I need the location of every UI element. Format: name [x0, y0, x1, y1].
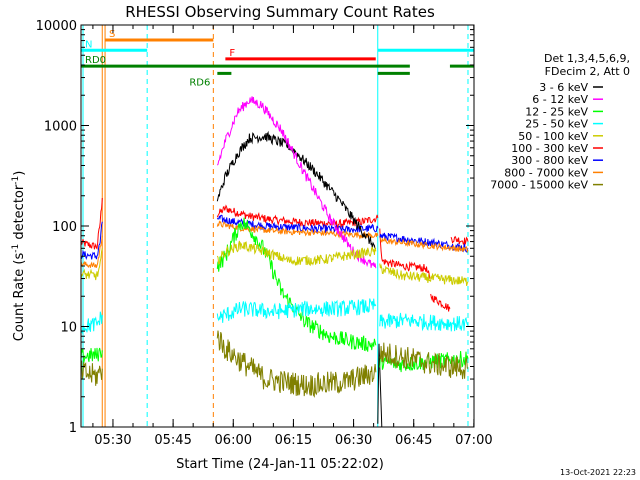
- y-axis-label-exponent-2: -1: [11, 176, 21, 185]
- y-tick-label: 10: [60, 321, 77, 336]
- series-2-segment-3: [379, 232, 469, 253]
- axes: 1 10 100 1000 10000 05:30 05:45 06:00 06:15 06:30…: [36, 19, 493, 448]
- y-axis-label-middle: detector: [12, 184, 27, 244]
- series-6-segment-1: [81, 347, 103, 364]
- y-tick-label: 100: [52, 220, 77, 235]
- flag-label-f: F: [229, 48, 235, 59]
- series-5-segment-1: [216, 96, 377, 269]
- y-axis-label-main: Count Rate (s: [12, 253, 27, 342]
- series-1-segment-3: [379, 228, 431, 279]
- legend-entry-label-8: 800 - 7000 keV: [504, 166, 588, 179]
- legend: Det 1,3,4,5,6,9,FDecim 2, Att 0 3 - 6 keV…: [490, 52, 630, 192]
- legend-header-line-2: FDecim 2, Att 0: [545, 65, 630, 78]
- series-1-segment-1: [81, 197, 103, 250]
- series-7-segment-1: [81, 248, 103, 281]
- series-3-segment-2: [216, 220, 379, 240]
- series-8-segment-3: [379, 312, 469, 332]
- y-tick-label: 10000: [36, 19, 77, 34]
- flag-label-n: N: [85, 39, 92, 50]
- legend-entry-label-3: 12 - 25 keV: [525, 105, 588, 118]
- series-9-segment-3: [379, 342, 469, 380]
- x-tick-label: 07:00: [455, 433, 492, 448]
- y-tick-label: 1000: [44, 120, 77, 135]
- legend-entry-label-2: 6 - 12 keV: [532, 93, 588, 106]
- svg-text:Count Rate (s-1 detector-1): Count Rate (s-1 detector-1): [11, 171, 27, 342]
- legend-entry-label-9: 7000 - 15000 keV: [490, 179, 588, 192]
- series-8-segment-2: [216, 298, 377, 323]
- series-1-segment-2: [216, 204, 379, 230]
- flag-label-s: S: [109, 29, 115, 40]
- series-1-segment-4: [430, 293, 451, 312]
- x-tick-label: 06:15: [275, 433, 312, 448]
- plot-area: S N F RD0 RD6: [81, 25, 474, 427]
- legend-entry-label-6: 100 - 300 keV: [511, 142, 588, 155]
- x-tick-label: 06:30: [335, 433, 372, 448]
- legend-entry-label-7: 300 - 800 keV: [511, 154, 588, 167]
- series-2-segment-1: [81, 221, 103, 260]
- legend-header-line-1: Det 1,3,4,5,6,9,: [544, 52, 630, 65]
- footer-date: 13-Oct-2021 22:23: [560, 468, 636, 477]
- series-9-segment-2: [216, 330, 377, 398]
- series-7-segment-2: [216, 240, 377, 267]
- x-tick-label: 06:45: [395, 433, 432, 448]
- series-8-segment-1: [81, 311, 103, 335]
- series-7-segment-3: [379, 263, 469, 287]
- legend-entry-label-4: 25 - 50 keV: [525, 118, 588, 131]
- legend-entry-label-1: 3 - 6 keV: [539, 81, 588, 94]
- series-3-segment-1: [81, 235, 103, 269]
- flag-label-rd0: RD0: [85, 55, 106, 66]
- y-tick-label: 1: [69, 421, 77, 436]
- x-tick-label: 05:45: [154, 433, 191, 448]
- series-9-segment-1: [81, 360, 103, 386]
- x-tick-label: 06:00: [215, 433, 252, 448]
- y-axis-label: Count Rate (s-1 detector-1): [11, 171, 27, 342]
- series-6-segment-2: [216, 217, 377, 352]
- flag-label-rd6: RD6: [189, 77, 210, 88]
- y-axis-label-exponent-1: -1: [11, 244, 21, 253]
- legend-entry-label-5: 50 - 100 keV: [518, 130, 588, 143]
- x-tick-label: 05:30: [94, 433, 131, 448]
- chart-title: RHESSI Observing Summary Count Rates: [125, 3, 435, 21]
- series-3-segment-3: [379, 236, 469, 254]
- series-1-segment-5: [450, 235, 469, 246]
- x-axis-label: Start Time (24-Jan-11 05:22:02): [176, 457, 384, 472]
- y-axis-label-end: ): [12, 171, 27, 176]
